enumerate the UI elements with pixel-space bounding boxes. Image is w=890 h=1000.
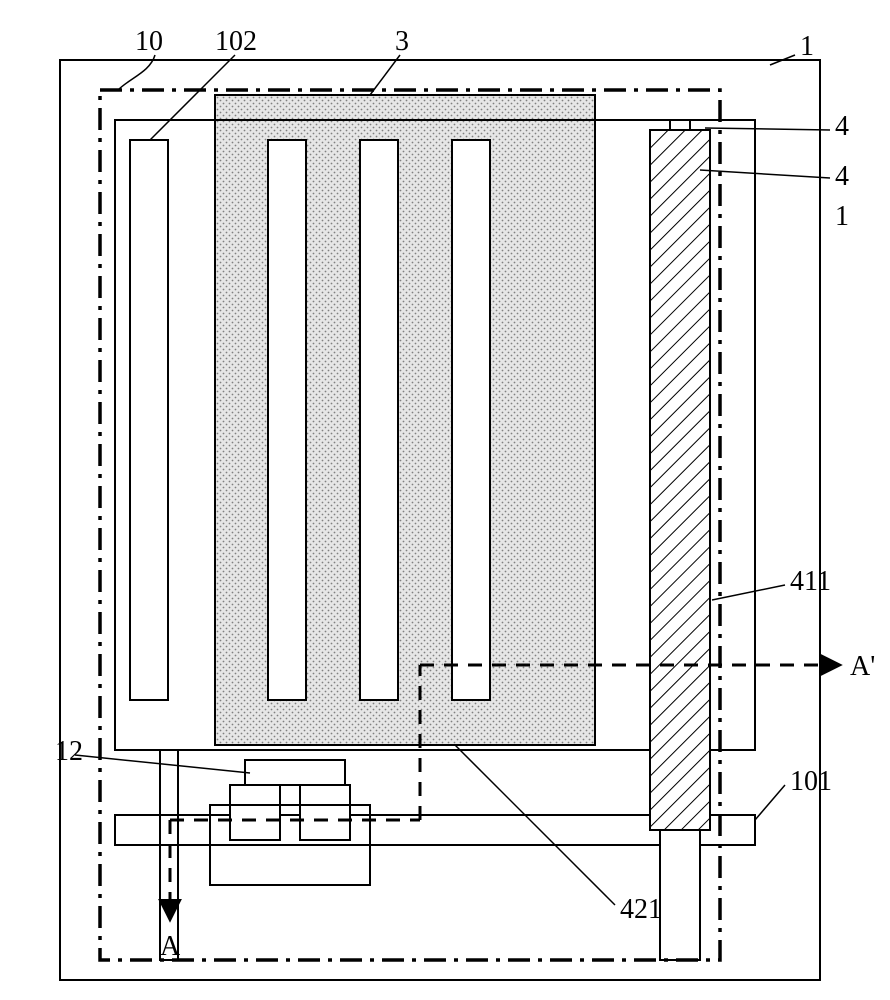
label-421: 421	[620, 894, 662, 925]
label-4a: 4	[835, 111, 849, 142]
module-inner-right	[300, 785, 350, 840]
right-stub	[660, 830, 700, 960]
slot-2	[268, 140, 306, 700]
label-411: 411	[790, 566, 831, 597]
label-A: A	[160, 931, 181, 962]
label-102: 102	[215, 26, 257, 57]
slot-1	[130, 140, 168, 700]
slot-4	[452, 140, 490, 700]
label-1b: 1	[835, 201, 849, 232]
label-10: 10	[135, 26, 163, 57]
module-inner-left	[230, 785, 280, 840]
hatched-bar-tab	[670, 120, 690, 130]
label-12: 12	[55, 736, 83, 767]
schematic-diagram: 10 102 3 1 4 4 1 411 101 421 12 A' A	[0, 0, 890, 1000]
label-4b: 4	[835, 161, 849, 192]
label-Aprime: A'	[850, 651, 875, 682]
hatched-bar	[650, 130, 710, 830]
label-3: 3	[395, 26, 409, 57]
slot-3	[360, 140, 398, 700]
label-1: 1	[800, 31, 814, 62]
label-101: 101	[790, 766, 832, 797]
module-top	[245, 760, 345, 785]
